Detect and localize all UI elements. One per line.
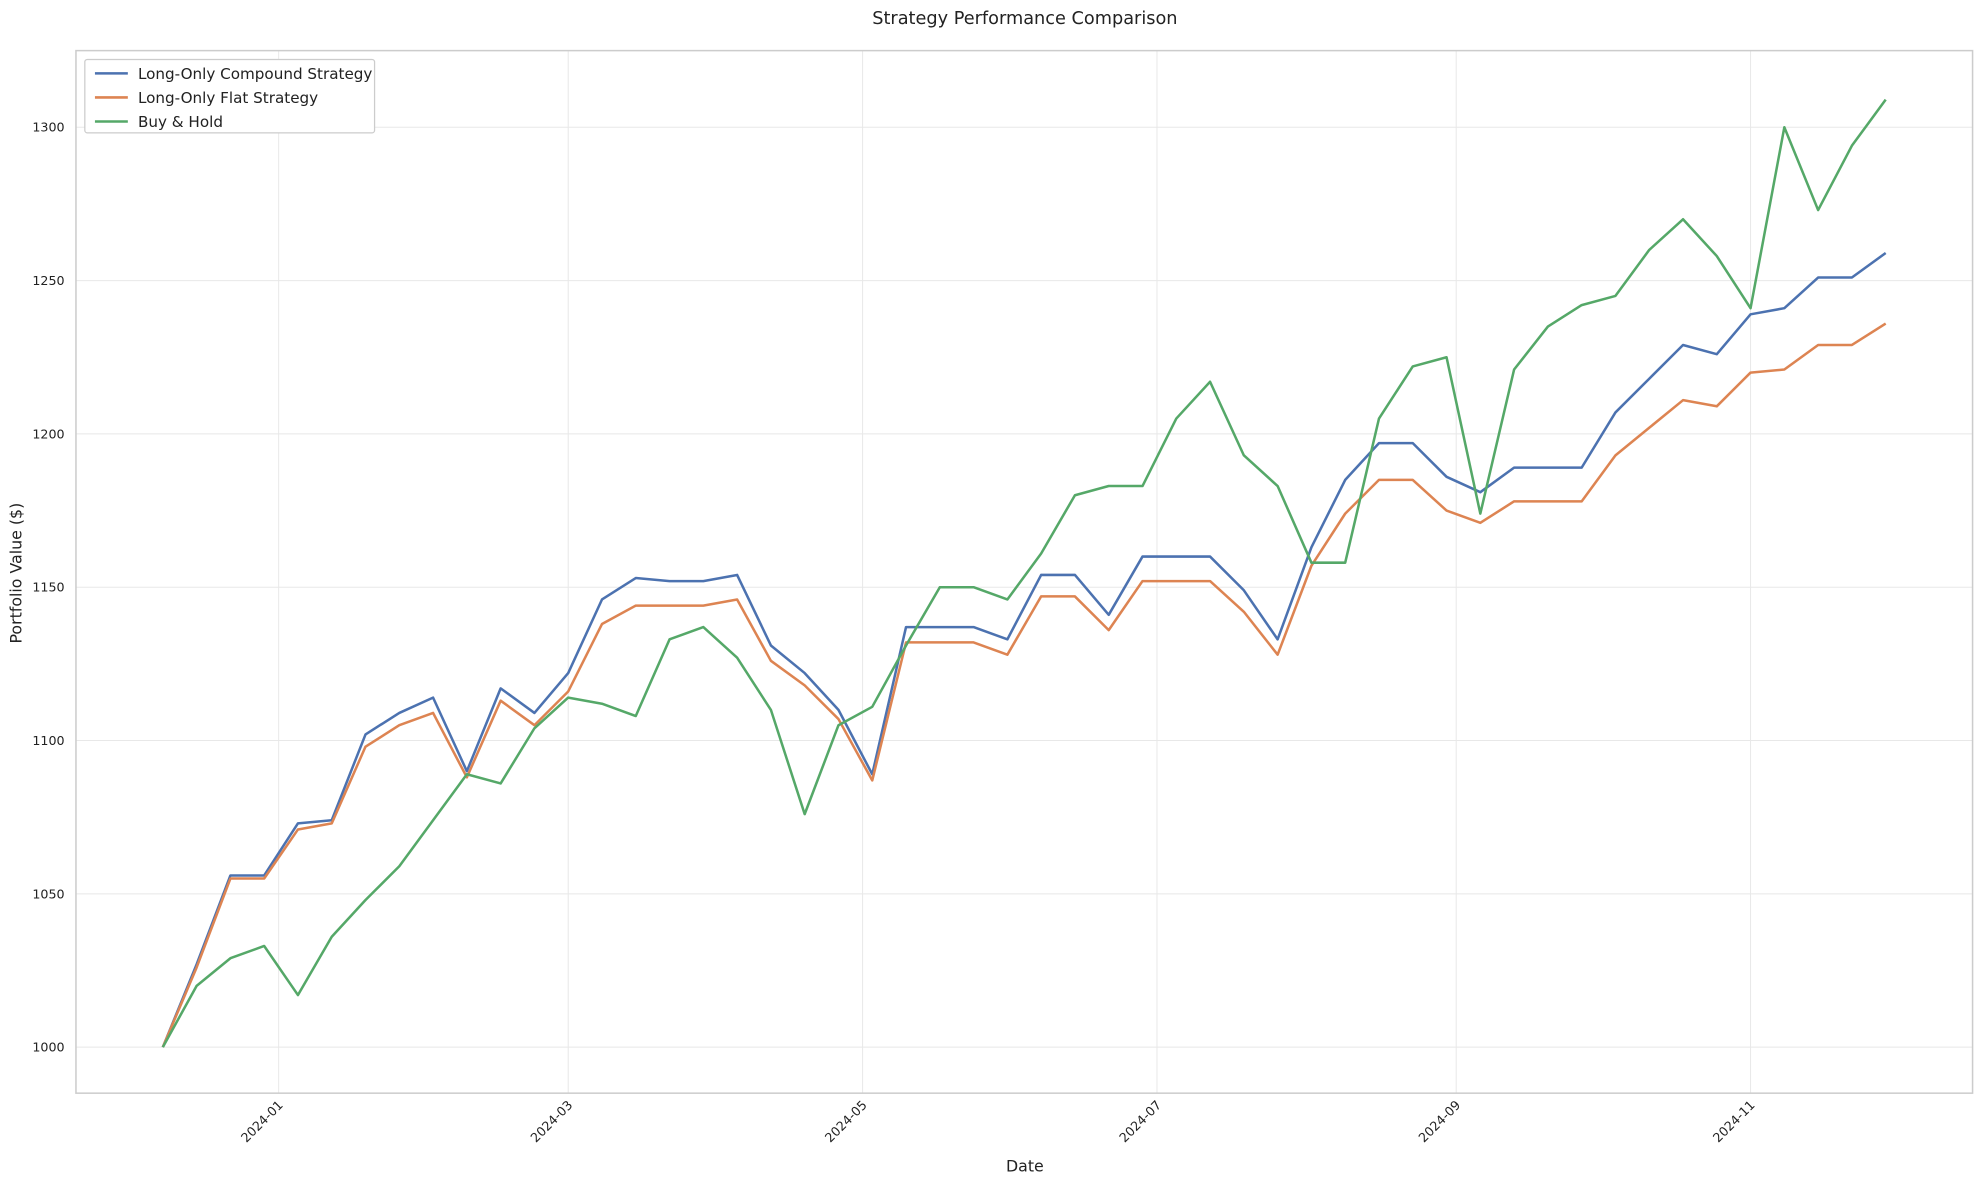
y-axis-label: Portfolio Value ($) [7, 503, 26, 644]
y-tick-label: 1100 [32, 733, 64, 748]
y-tick-label: 1300 [32, 120, 64, 135]
y-tick-label: 1200 [32, 426, 64, 441]
plot-frame [75, 49, 1974, 1094]
x-tick-label: 2024-05 [822, 1097, 870, 1145]
legend-label: Long-Only Compound Strategy [138, 65, 372, 83]
y-tick-label: 1150 [32, 580, 64, 595]
x-tick-label: 2024-07 [1116, 1097, 1164, 1145]
chart-title: Strategy Performance Comparison [872, 9, 1177, 29]
series-line [161, 251, 1887, 1048]
x-tick-label: 2024-03 [527, 1097, 575, 1145]
x-tick-label: 2024-09 [1415, 1097, 1463, 1145]
legend-label: Buy & Hold [138, 113, 223, 131]
y-tick-label: 1000 [32, 1040, 64, 1055]
legend: Long-Only Compound Strategy Long-Only Fla… [84, 58, 376, 134]
legend-box [84, 58, 376, 134]
x-axis-label: Date [1006, 1157, 1044, 1176]
x-tick-label: 2024-11 [1710, 1097, 1758, 1145]
x-tick-label: 2024-01 [238, 1097, 286, 1145]
y-tick-label: 1250 [32, 273, 64, 288]
series-line [161, 98, 1887, 1048]
y-tick-label: 1050 [32, 886, 64, 901]
legend-label: Long-Only Flat Strategy [138, 89, 318, 107]
series-line [161, 322, 1887, 1048]
